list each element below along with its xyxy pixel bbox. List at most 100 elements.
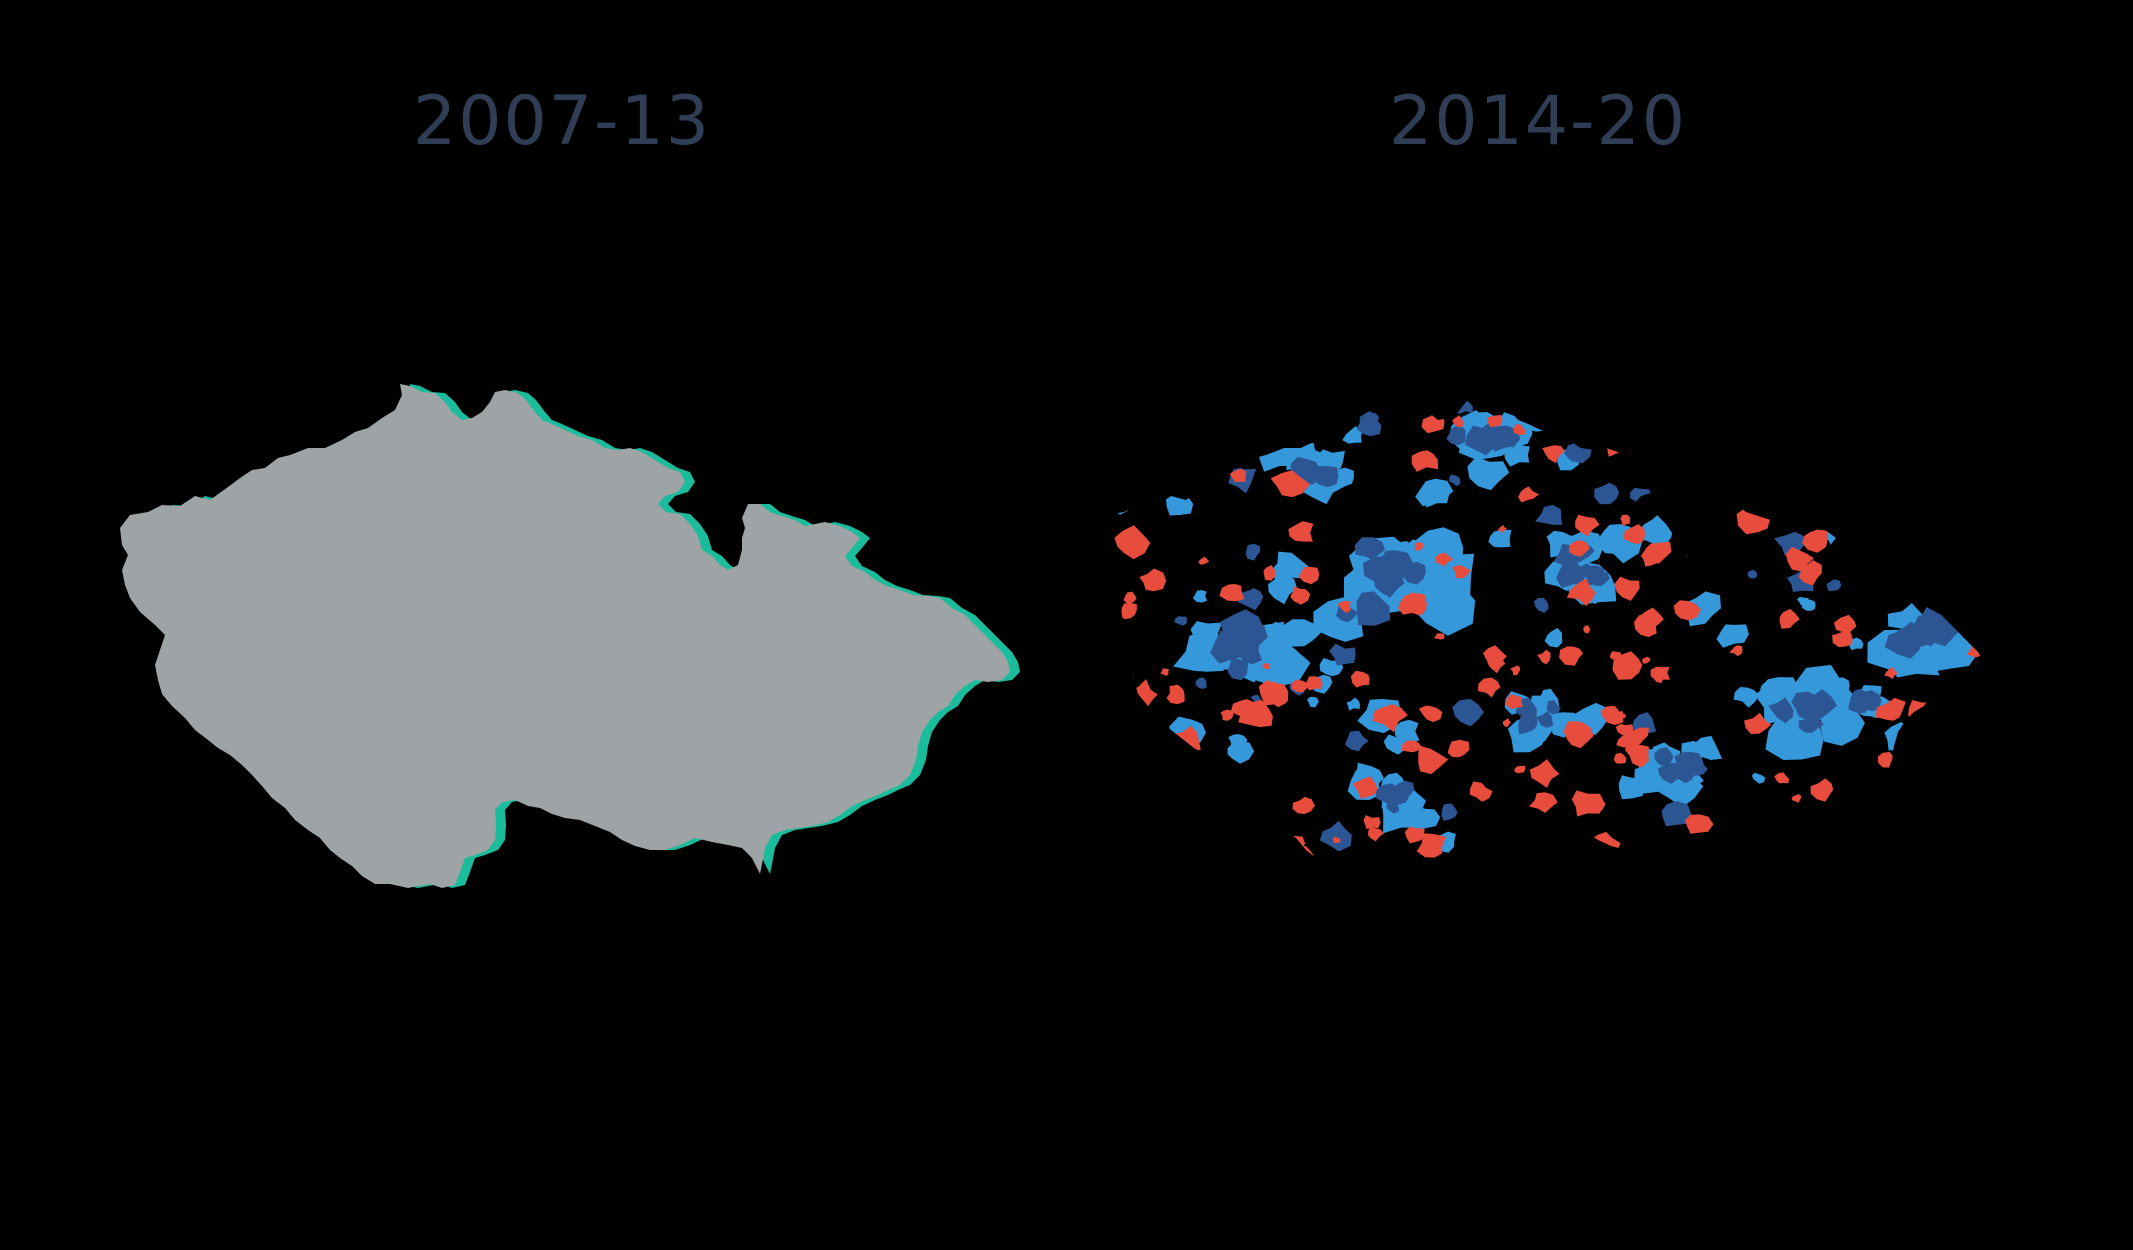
municipality-patch xyxy=(1142,726,1157,741)
municipality-patch xyxy=(1352,776,1378,799)
municipality-patch xyxy=(1882,813,1896,828)
municipality-patch xyxy=(1614,752,1627,764)
municipality-patch xyxy=(1799,833,1811,844)
panel-title-2007-13: 2007-13 xyxy=(412,82,712,161)
municipality-patch xyxy=(1785,546,1814,572)
municipality-patch xyxy=(1914,791,1943,815)
municipality-patch xyxy=(1316,449,1345,471)
municipality-patch xyxy=(1953,465,1986,493)
municipality-patch xyxy=(1292,796,1315,814)
municipality-patch xyxy=(1298,566,1320,585)
municipality-patch xyxy=(1946,548,1962,561)
municipality-patch xyxy=(1098,411,1121,431)
municipality-patch xyxy=(1356,591,1391,626)
municipality-patch xyxy=(1866,692,1876,702)
municipality-patch xyxy=(1802,529,1828,553)
municipality-patch xyxy=(1791,794,1802,803)
municipality-patch xyxy=(1620,514,1631,526)
municipality-patch xyxy=(1104,820,1125,831)
municipality-patch xyxy=(1262,684,1288,708)
municipality-patch xyxy=(1446,425,1466,446)
municipality-patch xyxy=(1480,421,1498,443)
municipality-patch xyxy=(1764,395,1798,424)
municipality-patch xyxy=(1931,612,1944,622)
municipality-patch xyxy=(1488,529,1512,548)
municipality-patch xyxy=(1485,843,1504,862)
municipality-patch xyxy=(1583,625,1591,634)
municipality-patch xyxy=(1529,792,1558,813)
municipality-patch xyxy=(1263,565,1277,581)
municipality-patch xyxy=(1816,838,1834,851)
municipality-patch xyxy=(1875,697,1906,721)
municipality-patch xyxy=(1096,784,1109,800)
municipality-patch xyxy=(1176,399,1210,432)
municipality-patch xyxy=(1435,552,1454,567)
municipality-patch xyxy=(1736,506,1772,535)
municipality-patch xyxy=(1513,424,1526,435)
municipality-patch xyxy=(1350,670,1370,688)
municipality-patch xyxy=(1908,700,1939,724)
country-shape-2014-20 xyxy=(120,384,1010,888)
municipality-patch xyxy=(1421,411,1445,434)
municipality-patch xyxy=(1115,665,1135,683)
municipality-patch xyxy=(1467,456,1510,491)
municipality-patch xyxy=(1121,602,1137,620)
municipality-patch xyxy=(1943,485,1966,503)
municipality-patch xyxy=(1829,820,1850,841)
municipality-patch xyxy=(1123,591,1137,604)
municipality-patch xyxy=(1623,429,1652,460)
municipality-patch xyxy=(1525,410,1547,432)
municipality-patch xyxy=(1329,643,1356,666)
municipality-patch xyxy=(1518,715,1538,735)
municipality-patch xyxy=(1673,600,1701,621)
municipality-patch xyxy=(1817,493,1849,521)
municipality-patch xyxy=(1787,747,1800,760)
municipality-patch xyxy=(1166,491,1194,516)
municipality-patch xyxy=(1758,677,1799,707)
municipality-patch xyxy=(1810,778,1834,802)
municipality-patch xyxy=(1834,805,1867,834)
municipality-patch xyxy=(1814,681,1828,693)
municipality-patch xyxy=(1166,684,1185,705)
municipality-patch xyxy=(1685,388,1712,415)
municipality-patch xyxy=(1591,831,1621,855)
municipality-patch xyxy=(1686,760,1708,776)
municipality-patch xyxy=(1894,750,1907,762)
municipality-patch xyxy=(1281,619,1322,647)
municipality-patch xyxy=(1380,788,1402,802)
municipality-patch xyxy=(1825,524,1868,557)
municipality-patch xyxy=(1572,838,1592,853)
municipality-patch xyxy=(1906,451,1914,458)
municipality-patch xyxy=(1806,431,1835,453)
municipality-patch xyxy=(1319,469,1335,482)
municipality-patch xyxy=(1288,521,1314,542)
municipality-patch xyxy=(1354,537,1386,562)
municipality-patch xyxy=(1199,405,1220,424)
municipality-patch xyxy=(1535,711,1554,728)
municipality-patch xyxy=(1559,646,1583,666)
municipality-patch xyxy=(1114,525,1151,560)
municipality-patch xyxy=(1280,835,1306,855)
municipality-patch xyxy=(1215,793,1230,804)
municipality-patch xyxy=(1826,579,1842,592)
municipality-patch xyxy=(1744,712,1772,734)
municipality-patch xyxy=(1806,689,1838,722)
municipality-patch xyxy=(1144,425,1176,450)
municipality-patch xyxy=(1815,452,1863,488)
municipality-patch xyxy=(1893,626,1916,643)
municipality-patch xyxy=(1924,570,1955,594)
municipality-patch xyxy=(1518,486,1539,503)
municipality-patch xyxy=(1798,560,1822,586)
panel-title-2014-20: 2014-20 xyxy=(1388,82,1688,161)
municipality-patch xyxy=(1363,815,1381,830)
municipality-patch xyxy=(1452,415,1464,428)
municipality-patch xyxy=(1533,597,1549,613)
municipality-patch xyxy=(1546,700,1561,715)
municipality-patch xyxy=(1445,608,1460,618)
municipality-mosaic xyxy=(1096,388,1986,866)
municipality-patch xyxy=(1514,765,1526,774)
municipality-patch xyxy=(1879,426,1906,450)
municipality-patch xyxy=(1469,781,1493,802)
municipality-patch xyxy=(1612,651,1643,680)
